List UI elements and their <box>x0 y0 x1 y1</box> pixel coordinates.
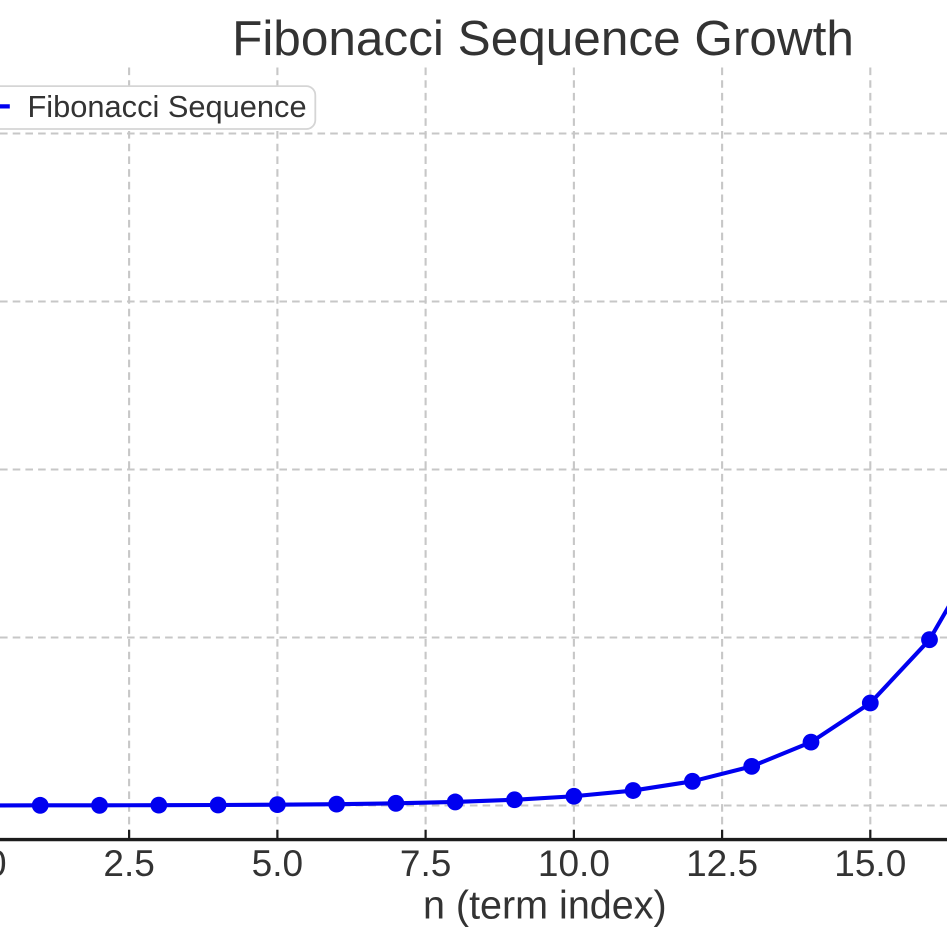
svg-text:2.5: 2.5 <box>103 843 154 884</box>
svg-text:7.5: 7.5 <box>400 843 451 884</box>
svg-text:Fibonacci Sequence Growth: Fibonacci Sequence Growth <box>232 11 854 66</box>
svg-text:10.0: 10.0 <box>538 843 610 884</box>
svg-text:15.0: 15.0 <box>834 843 906 884</box>
svg-text:5.0: 5.0 <box>252 843 303 884</box>
svg-text:n (term index): n (term index) <box>423 884 667 928</box>
svg-text:0.0: 0.0 <box>0 843 7 884</box>
svg-text:Fibonacci Sequence: Fibonacci Sequence <box>28 89 307 124</box>
svg-text:12.5: 12.5 <box>686 843 758 884</box>
